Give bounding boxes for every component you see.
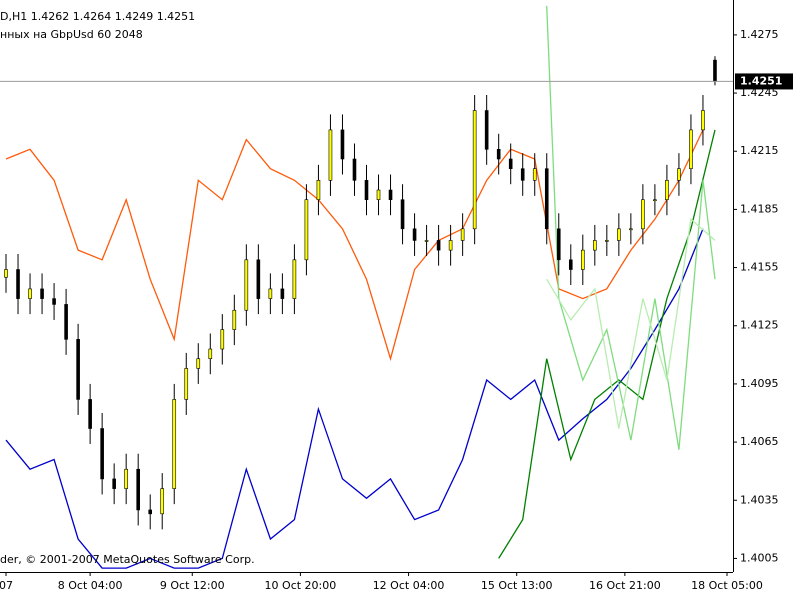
candle-body — [52, 298, 56, 305]
y-tick-label: 1.4275 — [740, 28, 779, 41]
candle-body — [653, 199, 657, 202]
indicator-line — [546, 217, 716, 429]
candle-body — [412, 228, 417, 241]
candle-body — [556, 228, 561, 261]
candle-body — [520, 168, 525, 181]
candle-body — [100, 428, 104, 480]
candle-body — [629, 228, 633, 231]
candle-body — [124, 468, 128, 489]
y-tick-label: 1.4065 — [740, 435, 779, 448]
candle-body — [472, 110, 477, 230]
candle-body — [28, 288, 32, 299]
y-tick-label: 1.4155 — [740, 261, 779, 274]
candle-body — [292, 259, 297, 299]
candle-body — [280, 288, 285, 299]
y-tick-label: 1.4035 — [740, 493, 779, 506]
candle-body — [208, 348, 213, 360]
candle-body — [256, 259, 261, 299]
candle-body — [641, 199, 645, 230]
y-tick-label: 1.4125 — [740, 319, 779, 332]
candle-body — [232, 309, 237, 330]
candle-body — [136, 468, 140, 511]
y-tick-label: 1.4215 — [740, 144, 779, 157]
x-tick-label: 8 Oct 04:00 — [58, 579, 123, 592]
x-tick-label: 16 Oct 21:00 — [589, 579, 661, 592]
candle-body — [268, 288, 273, 299]
candle-body — [568, 259, 573, 270]
candle-body — [665, 180, 669, 201]
candle-body — [64, 304, 68, 340]
candle-body — [532, 168, 537, 181]
current-price-label: 1.4251 — [740, 74, 782, 87]
copyright: der, © 2001-2007 MetaQuotes Software Cor… — [0, 553, 255, 566]
candle-body — [220, 329, 225, 350]
candle-body — [316, 180, 321, 201]
candle-body — [16, 269, 20, 299]
candle-body — [580, 249, 585, 270]
candle-body — [593, 240, 597, 251]
candle-body — [88, 399, 92, 429]
indicator-line — [5, 129, 704, 362]
candle-body — [436, 240, 441, 251]
candle-body — [364, 180, 369, 201]
candle-body — [400, 199, 405, 230]
indicator-line — [5, 228, 704, 569]
candle-body — [701, 110, 705, 131]
candle-body — [304, 199, 309, 261]
candle-body — [352, 158, 357, 181]
candle-body — [689, 129, 693, 169]
x-tick-label: 07 — [0, 579, 13, 592]
indicator-line — [546, 5, 716, 450]
candle-body — [196, 358, 201, 369]
x-tick-label: 15 Oct 13:00 — [481, 579, 553, 592]
indicator-line — [498, 129, 716, 559]
candle-body — [544, 168, 549, 230]
x-tick-label: 10 Oct 20:00 — [265, 579, 337, 592]
candle-body — [617, 228, 621, 241]
plot-area — [4, 5, 717, 569]
candle-body — [172, 399, 177, 489]
candle-body — [496, 149, 501, 160]
candle-body — [508, 158, 513, 169]
candle-body — [184, 368, 189, 400]
candle-body — [713, 59, 717, 82]
indicator-line: нных на GbpUsd 60 2048 — [0, 28, 143, 41]
candle-body — [677, 168, 681, 181]
info-line: D,H1 1.4262 1.4264 1.4249 1.4251 — [0, 10, 195, 23]
y-tick-label: 1.4005 — [740, 551, 779, 564]
candle-body — [605, 240, 609, 242]
candle-body — [484, 110, 489, 150]
candle-body — [424, 240, 429, 242]
candle-body — [328, 129, 333, 181]
candle-body — [112, 478, 116, 489]
candle-body — [40, 288, 44, 299]
x-tick-label: 18 Oct 05:00 — [691, 579, 763, 592]
candle-body — [460, 228, 465, 241]
candle-body — [388, 189, 393, 201]
candle-body — [76, 339, 80, 400]
x-tick-label: 12 Oct 04:00 — [373, 579, 445, 592]
candle-body — [448, 240, 453, 251]
candle-body — [160, 488, 165, 515]
candle-body — [340, 129, 345, 160]
y-tick-label: 1.4095 — [740, 377, 779, 390]
candle-body — [376, 189, 381, 201]
candle-body — [4, 269, 8, 278]
candle-body — [148, 509, 153, 515]
y-tick-label: 1.4185 — [740, 202, 779, 215]
candle-body — [244, 259, 249, 311]
x-tick-label: 9 Oct 12:00 — [160, 579, 225, 592]
current-price-box — [735, 73, 793, 90]
